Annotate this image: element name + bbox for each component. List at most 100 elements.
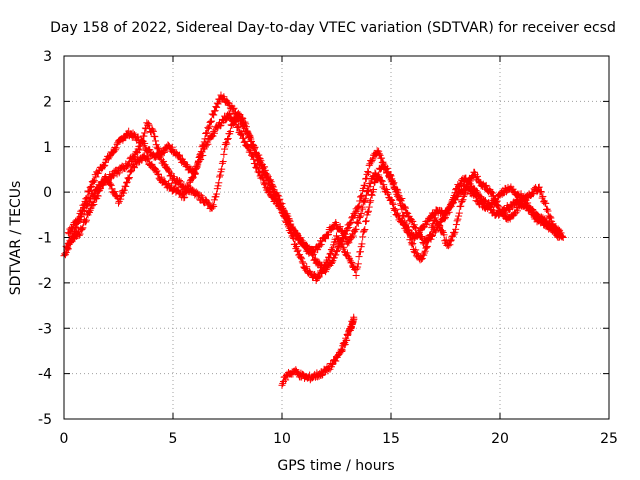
data-point	[297, 254, 305, 262]
data-point	[247, 138, 255, 146]
data-point	[87, 183, 95, 191]
data-point	[197, 155, 205, 163]
data-point	[238, 114, 246, 122]
data-point	[356, 197, 364, 205]
data-point	[523, 201, 531, 209]
data-point	[224, 135, 231, 143]
data-point	[101, 161, 109, 169]
data-point	[411, 224, 419, 232]
data-point	[117, 195, 125, 203]
data-point	[113, 140, 121, 148]
data-point	[495, 203, 503, 211]
data-point	[475, 178, 483, 186]
data-point	[365, 161, 373, 169]
data-point	[352, 271, 360, 279]
data-point	[452, 225, 460, 233]
data-point	[358, 240, 366, 248]
data-point	[295, 235, 303, 243]
data-point	[355, 253, 363, 261]
data-point	[317, 240, 325, 248]
data-point	[82, 218, 90, 226]
data-point	[450, 230, 458, 238]
data-point	[219, 158, 227, 166]
data-point	[244, 142, 252, 150]
data-point	[234, 122, 242, 130]
y-tick-label: -2	[38, 276, 52, 292]
data-point	[459, 196, 467, 204]
data-point	[384, 190, 392, 198]
data-point	[241, 118, 249, 126]
data-point	[316, 242, 324, 250]
data-point	[340, 248, 348, 256]
data-point	[479, 199, 487, 207]
data-point	[210, 196, 218, 204]
data-point	[387, 196, 395, 204]
data-point	[421, 247, 429, 255]
data-point	[351, 208, 359, 216]
y-tick-label: -4	[38, 367, 52, 383]
data-point	[370, 185, 378, 193]
data-point	[125, 174, 133, 182]
data-point	[348, 258, 356, 266]
data-point	[107, 181, 115, 189]
data-point	[555, 228, 563, 236]
data-point	[96, 186, 104, 194]
data-point	[409, 217, 417, 225]
chart-title: Day 158 of 2022, Sidereal Day-to-day VTE…	[50, 20, 616, 36]
data-point	[148, 160, 156, 168]
data-point	[367, 197, 375, 205]
data-point	[340, 243, 348, 251]
data-point	[364, 186, 372, 194]
data-point	[298, 258, 306, 266]
data-point	[357, 193, 365, 201]
data-point	[356, 213, 364, 221]
data-point	[146, 146, 154, 154]
data-point	[362, 191, 370, 199]
data-point	[340, 229, 348, 237]
data-point	[155, 149, 163, 157]
data-point	[354, 263, 362, 271]
data-point	[399, 211, 407, 219]
data-point	[100, 162, 108, 170]
data-point	[364, 207, 372, 215]
data-point	[381, 164, 389, 172]
data-point	[400, 221, 408, 229]
data-point	[296, 234, 304, 242]
data-point	[354, 219, 362, 227]
data-point	[130, 164, 138, 172]
data-point	[361, 226, 369, 234]
data-point	[115, 199, 122, 207]
data-point	[246, 132, 254, 140]
data-point	[452, 221, 460, 229]
data-point	[202, 141, 210, 149]
data-point	[98, 180, 106, 188]
data-point	[396, 196, 404, 204]
data-point	[343, 239, 351, 247]
data-point	[282, 376, 290, 384]
data-point	[359, 205, 367, 213]
axis-ticks: 0 5 10 15 20 25 -5 -4 -3 -2 -1 0 1 2 3	[38, 49, 618, 447]
data-point	[391, 206, 399, 214]
data-point	[123, 178, 131, 186]
data-point	[241, 137, 249, 145]
data-point	[149, 127, 157, 135]
data-point	[94, 169, 102, 177]
data-point	[165, 167, 173, 175]
data-point	[210, 129, 218, 137]
data-point	[76, 230, 84, 238]
data-point	[559, 234, 567, 241]
data-point	[115, 169, 123, 177]
x-axis-label: GPS time / hours	[277, 458, 394, 474]
data-point	[543, 205, 551, 213]
data-point	[216, 173, 224, 181]
data-point	[315, 273, 323, 281]
data-point	[378, 177, 386, 185]
data-point	[245, 133, 253, 141]
data-point	[237, 129, 245, 137]
data-point	[412, 246, 420, 254]
data-point	[191, 169, 199, 177]
data-point	[453, 217, 461, 225]
data-point	[230, 104, 238, 112]
data-point	[145, 121, 153, 129]
data-point	[247, 148, 255, 156]
